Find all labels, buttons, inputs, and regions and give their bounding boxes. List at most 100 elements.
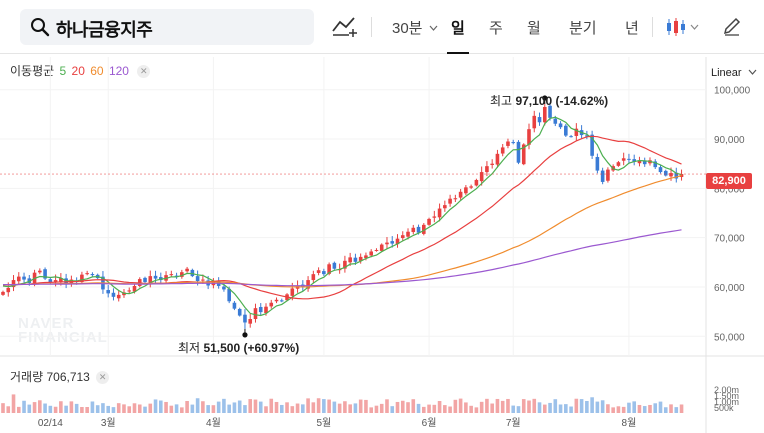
y-tick-label: 100,000	[714, 86, 751, 97]
ma-5-line	[2, 116, 682, 317]
ma-60-line	[2, 175, 682, 288]
candle-body	[353, 257, 358, 262]
candle-body	[627, 158, 631, 160]
x-tick-label: 5월	[316, 417, 331, 429]
candle-body	[153, 275, 158, 279]
candle-body	[437, 208, 442, 218]
volume-bar	[548, 402, 552, 413]
candle-body	[443, 205, 447, 209]
ma-legend-close-icon[interactable]: ✕	[137, 65, 151, 78]
volume-bar	[669, 404, 673, 413]
scale-dropdown[interactable]: Linear	[711, 67, 757, 79]
volume-bar	[48, 405, 53, 413]
candle-body	[85, 273, 89, 275]
candle-body	[316, 270, 321, 273]
candle-body	[59, 278, 63, 282]
candle-body	[243, 314, 247, 323]
candle-body	[16, 276, 21, 282]
candle-body	[590, 134, 594, 156]
add-indicator-icon[interactable]	[332, 16, 358, 38]
candle-body	[458, 191, 463, 198]
candle-body	[337, 269, 342, 271]
tab-quarter[interactable]: 분기	[569, 20, 597, 37]
volume-bar	[532, 398, 537, 413]
candle-body	[6, 287, 11, 293]
x-tick-label: 7월	[506, 417, 521, 429]
candle-body	[574, 128, 579, 136]
volume-bar	[443, 405, 447, 413]
volume-bar	[327, 399, 331, 413]
watermark-line: FINANCIAL	[18, 329, 108, 346]
x-tick-label: 8월	[622, 417, 637, 429]
volume-bar	[290, 406, 295, 413]
tab-month[interactable]: 월	[527, 20, 541, 37]
candle-body	[679, 174, 684, 178]
candle-body	[227, 288, 231, 302]
candle-body	[64, 278, 68, 285]
low-value: 51,500	[203, 341, 241, 355]
candle-body	[169, 274, 174, 276]
candle-body	[658, 167, 663, 173]
search-box[interactable]: 하나금융지주	[20, 9, 314, 45]
tab-year[interactable]: 년	[625, 20, 639, 37]
candle-body	[332, 262, 337, 269]
volume-bar	[679, 404, 684, 413]
pencil-icon[interactable]	[722, 16, 742, 36]
volume-bar	[269, 398, 274, 413]
volume-bar	[490, 403, 494, 413]
stock-name: 하나금융지주	[56, 20, 153, 40]
candle-body	[143, 277, 147, 283]
volume-bar	[1, 403, 5, 413]
volume-bar	[322, 399, 326, 413]
volume-bar	[390, 406, 395, 413]
volume-bar	[311, 402, 316, 413]
candle-body	[616, 162, 621, 166]
chart-type-dropdown[interactable]	[665, 16, 701, 43]
tab-week[interactable]: 주	[489, 20, 503, 37]
candle-body	[290, 288, 295, 296]
volume-bar	[137, 404, 142, 413]
tab-day[interactable]: 일	[451, 20, 465, 37]
volume-bar	[590, 397, 594, 413]
ma-20-line	[2, 135, 682, 300]
candle-body	[469, 186, 473, 188]
candle-body	[248, 319, 253, 324]
volume-bar	[127, 406, 132, 413]
volume-bar	[500, 400, 505, 413]
volume-bar	[458, 398, 463, 413]
volume-bar	[132, 403, 137, 413]
volume-bar	[627, 402, 631, 413]
search-icon	[31, 18, 50, 37]
volume-bar	[558, 404, 563, 413]
volume-legend: 거래량 706,713 ✕	[10, 368, 110, 385]
volume-bar	[59, 401, 63, 413]
volume-bar	[506, 398, 510, 413]
volume-bar	[180, 407, 184, 413]
volume-bar	[6, 406, 11, 413]
toolbar-divider	[652, 17, 653, 37]
volume-legend-close-icon[interactable]: ✕	[96, 371, 110, 384]
candle-body	[185, 268, 189, 272]
x-tick-label: 02/14	[38, 418, 63, 429]
candle-body	[90, 274, 95, 276]
candle-body	[306, 280, 310, 289]
ma-20-label: 20	[71, 64, 85, 78]
interval-label: 30분	[392, 20, 423, 37]
candle-body	[506, 141, 510, 146]
volume-bar	[232, 402, 237, 413]
candle-body	[237, 308, 242, 316]
candle-body	[201, 279, 205, 281]
candle-body	[22, 276, 26, 280]
candle-body	[27, 278, 32, 284]
volume-bar	[495, 398, 500, 413]
volume-bar	[332, 401, 337, 413]
volume-bar	[53, 406, 58, 413]
candle-body	[137, 279, 142, 286]
candle-body	[585, 135, 589, 137]
candle-body	[474, 179, 479, 186]
volume-bar	[301, 404, 305, 413]
interval-dropdown[interactable]: 30분	[392, 17, 438, 38]
scale-label: Linear	[711, 67, 742, 79]
low-change: (+60.97%)	[243, 341, 300, 355]
volume-bar	[469, 405, 473, 413]
